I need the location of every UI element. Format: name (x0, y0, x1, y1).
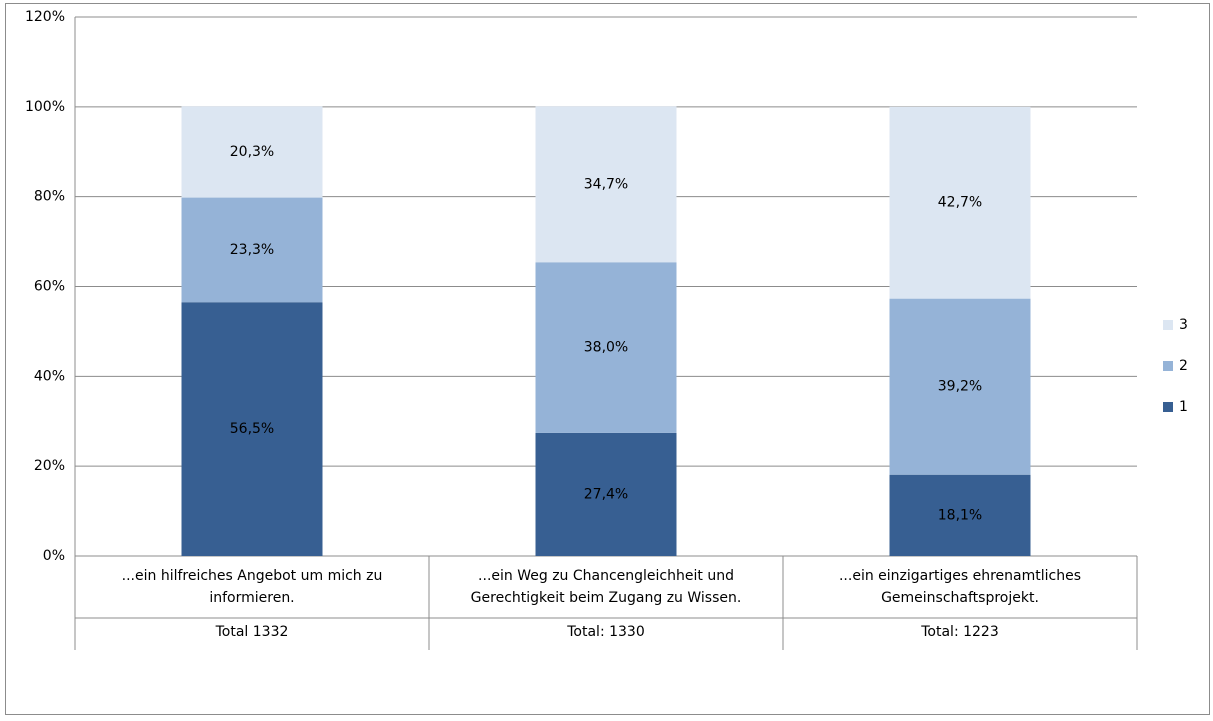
bar-segment (535, 262, 677, 433)
legend-swatch (1163, 402, 1173, 412)
category-total: Total: 1223 (920, 624, 999, 640)
data-label: 38,0% (584, 340, 628, 356)
legend-label: 1 (1179, 399, 1188, 415)
data-label: 42,7% (938, 195, 982, 211)
legend-label: 2 (1179, 358, 1188, 374)
x-tick-label: ...ein einzigartiges ehrenamtliches (839, 568, 1081, 584)
bar-segment (535, 106, 677, 263)
y-tick-label: 120% (25, 9, 65, 25)
legend-label: 3 (1179, 317, 1188, 333)
x-tick-label: ...ein Weg zu Chancengleichheit und (478, 568, 734, 584)
data-label: 23,3% (230, 242, 274, 258)
y-tick-label: 0% (43, 548, 65, 564)
data-label: 18,1% (938, 507, 982, 523)
x-tick-label: ...ein hilfreiches Angebot um mich zu (122, 568, 383, 584)
bar-segment (181, 302, 323, 556)
data-label: 56,5% (230, 421, 274, 437)
data-label: 34,7% (584, 176, 628, 192)
y-tick-label: 40% (34, 368, 65, 384)
data-label: 39,2% (938, 379, 982, 395)
y-tick-label: 20% (34, 458, 65, 474)
legend-swatch (1163, 320, 1173, 330)
bar-segment (889, 474, 1031, 556)
bar-segment (181, 106, 323, 198)
x-tick-label: Gemeinschaftsprojekt. (881, 590, 1039, 606)
x-tick-label: informieren. (209, 590, 294, 606)
category-total: Total 1332 (215, 624, 289, 640)
y-tick-label: 60% (34, 279, 65, 295)
bar-segment (535, 432, 677, 556)
y-tick-label: 80% (34, 189, 65, 205)
data-label: 27,4% (584, 486, 628, 502)
bar-segment (889, 298, 1031, 475)
bar-segment (181, 197, 323, 303)
x-tick-label: Gerechtigkeit beim Zugang zu Wissen. (471, 590, 742, 606)
legend-swatch (1163, 361, 1173, 371)
y-tick-label: 100% (25, 99, 65, 115)
category-total: Total: 1330 (566, 624, 645, 640)
data-label: 20,3% (230, 144, 274, 160)
bar-segment (889, 106, 1031, 299)
